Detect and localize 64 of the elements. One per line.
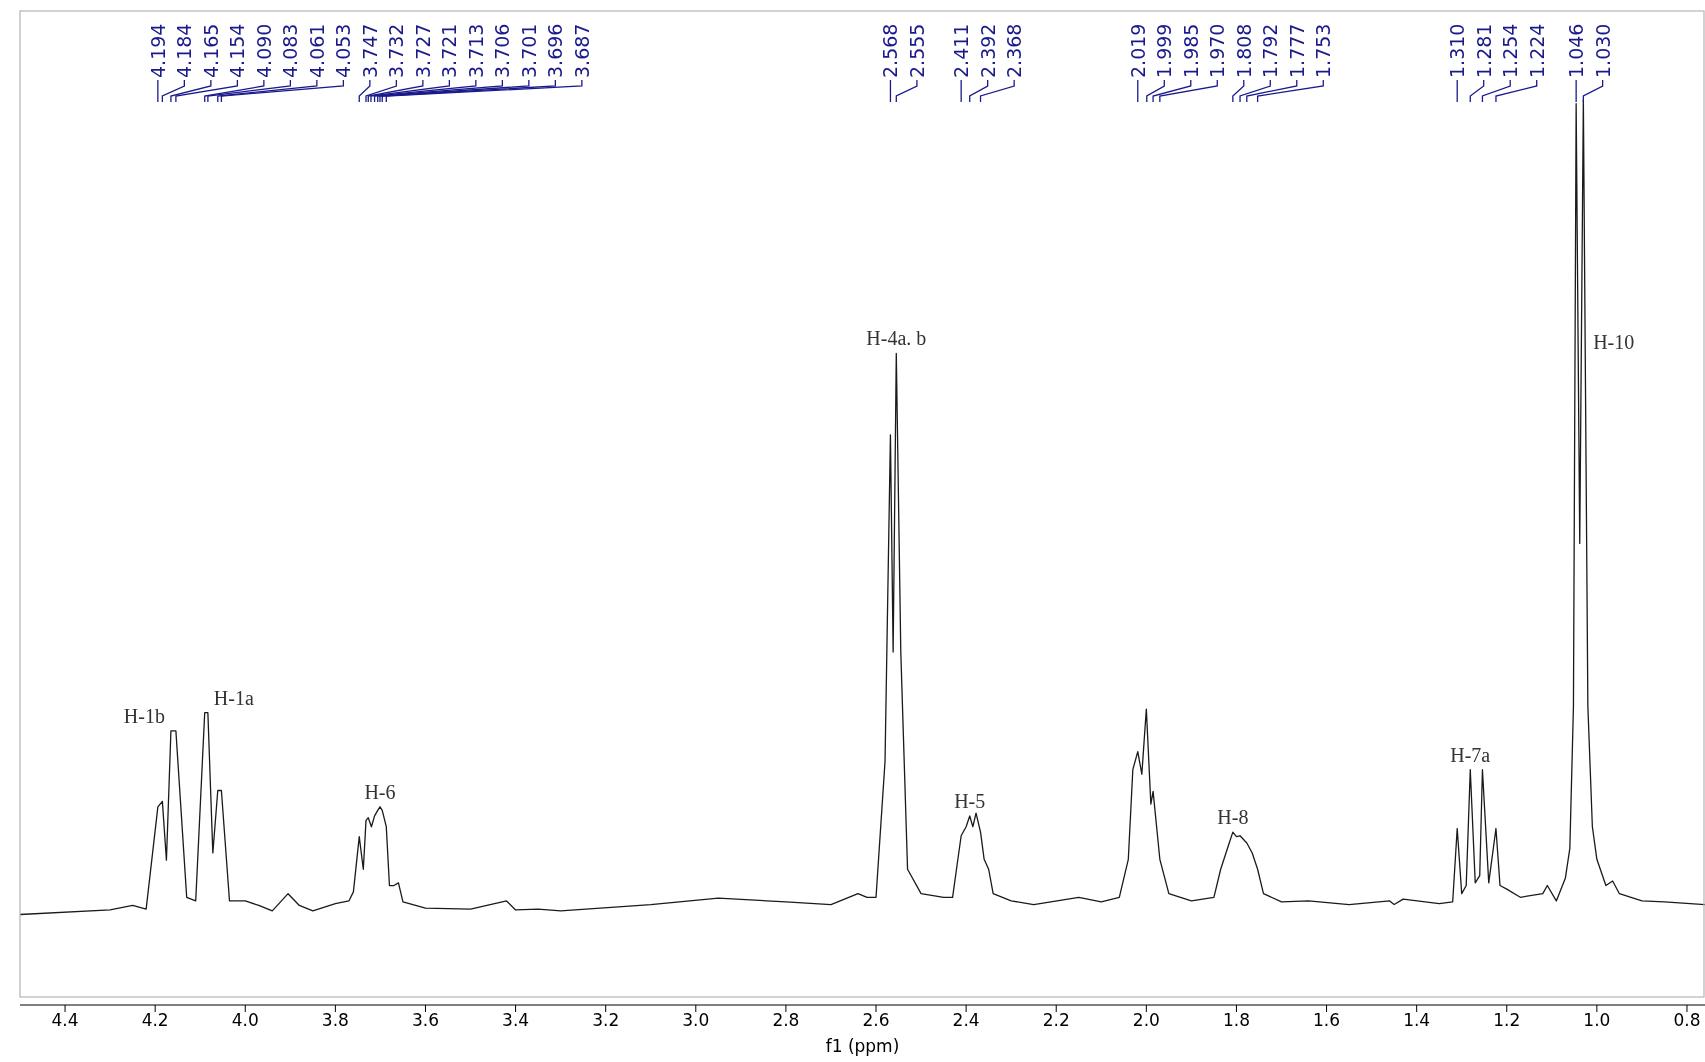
x-tick-label: 1.8 [1222,1010,1250,1031]
annotation: 2.555 [905,23,928,78]
annotation: 4.165 [199,23,222,78]
annotation: H-6 [364,780,396,803]
annotation: 4.053 [332,23,355,78]
annotation: 1.310 [1446,23,1469,78]
annotation: 1.777 [1285,23,1308,78]
annotation: 1.753 [1312,23,1335,78]
x-tick-label: 1.6 [1313,1010,1341,1031]
annotation: 3.747 [358,23,381,78]
annotation: 4.061 [305,23,328,78]
annotation: 1.792 [1259,23,1282,78]
x-tick-label: 2.4 [952,1010,980,1031]
annotation: 1.030 [1591,23,1614,78]
annotation: 3.732 [385,23,408,78]
annotation: 3.701 [517,23,540,78]
x-tick-label: 3.6 [411,1010,439,1031]
annotation: 2.368 [1003,23,1026,78]
annotation: 1.224 [1525,23,1548,78]
x-tick-label: 3.0 [682,1010,710,1031]
annotation: 3.713 [464,23,487,78]
annotation: 1.281 [1472,23,1495,78]
annotation: 1.254 [1499,23,1522,78]
annotation: 4.090 [252,23,275,78]
x-tick-label: 0.8 [1673,1010,1701,1031]
x-tick-label: 4.4 [51,1010,79,1031]
x-tick-label: 3.2 [592,1010,620,1031]
x-tick-label: 4.0 [231,1010,259,1031]
annotation: H-1b [123,704,165,727]
x-axis-title: f1 (ppm) [825,1036,900,1056]
x-tick-label: 2.8 [772,1010,800,1031]
x-tick-label: 2.0 [1132,1010,1160,1031]
annotation: H-7a [1450,743,1491,766]
x-tick-label: 1.0 [1583,1010,1611,1031]
annotation: H-10 [1593,330,1635,353]
x-tick-label: 1.2 [1493,1010,1521,1031]
annotation: H-1a [213,686,254,709]
annotation: 1.985 [1179,23,1202,78]
x-tick-label: 2.2 [1042,1010,1070,1031]
annotation: 1.999 [1153,23,1176,78]
x-tick-label: 2.6 [862,1010,890,1031]
annotation: H-8 [1217,806,1249,829]
x-tick-label: 4.2 [141,1010,169,1031]
annotation: 1.046 [1565,23,1588,78]
annotation: 2.019 [1126,23,1149,78]
annotation: 4.194 [146,23,169,78]
x-tick-label: 3.4 [502,1010,530,1031]
annotation: 1.808 [1232,23,1255,78]
annotation: 3.727 [411,23,434,78]
annotation: 1.970 [1206,23,1229,78]
annotation: 4.184 [173,23,196,78]
annotation: 3.687 [570,23,593,78]
annotation: 4.154 [226,23,249,78]
annotation: 2.392 [976,23,999,78]
annotation: 2.411 [950,23,973,78]
annotation: H-4a. b [866,327,927,350]
annotation: 3.706 [491,23,514,78]
x-tick-label: 1.4 [1403,1010,1431,1031]
annotation: 4.083 [279,23,302,78]
annotation: 2.568 [879,23,902,78]
x-tick-label: 3.8 [321,1010,349,1031]
annotation: 3.696 [544,23,567,78]
annotation: 3.721 [438,23,461,78]
annotation: H-5 [954,789,986,812]
